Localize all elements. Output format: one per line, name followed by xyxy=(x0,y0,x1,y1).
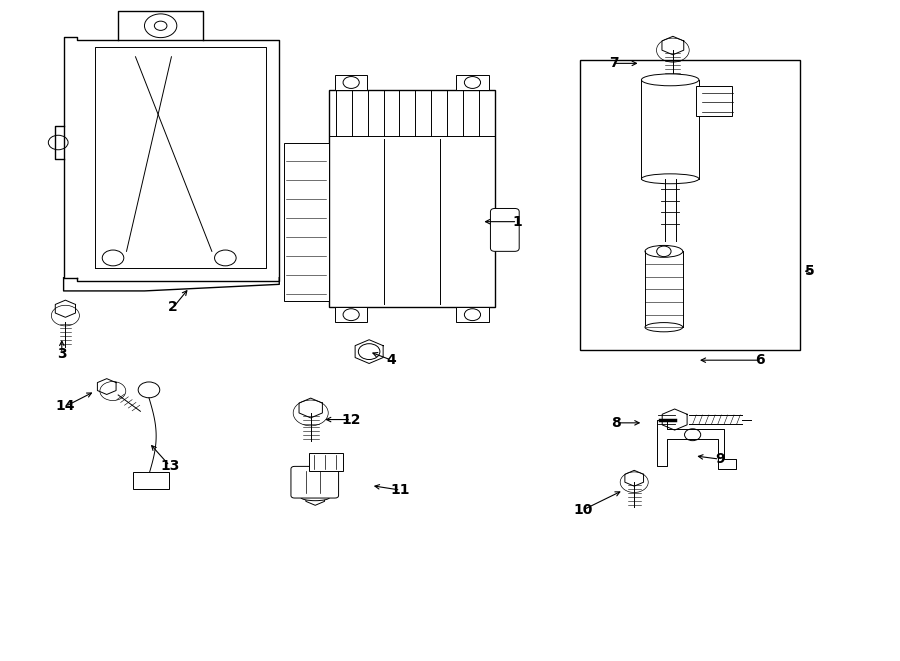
Bar xyxy=(335,307,367,322)
Text: 3: 3 xyxy=(57,346,67,361)
Text: 12: 12 xyxy=(341,412,361,426)
Bar xyxy=(309,453,343,471)
Text: 5: 5 xyxy=(805,264,814,278)
Text: 9: 9 xyxy=(715,452,724,466)
Text: 8: 8 xyxy=(611,416,621,430)
Bar xyxy=(697,87,733,116)
Bar xyxy=(456,75,489,90)
Text: 4: 4 xyxy=(387,353,397,367)
Ellipse shape xyxy=(642,74,699,86)
Bar xyxy=(284,143,328,301)
Bar xyxy=(133,473,168,488)
Bar xyxy=(335,75,367,90)
Bar xyxy=(328,90,495,307)
Text: 13: 13 xyxy=(160,459,179,473)
Text: 14: 14 xyxy=(56,399,75,413)
Bar xyxy=(456,307,489,322)
Ellipse shape xyxy=(642,174,699,184)
FancyBboxPatch shape xyxy=(291,467,338,498)
Bar xyxy=(580,60,800,350)
Text: 11: 11 xyxy=(391,483,410,497)
Text: 1: 1 xyxy=(512,215,522,229)
Text: 6: 6 xyxy=(755,353,765,367)
Ellipse shape xyxy=(645,323,683,332)
Text: 10: 10 xyxy=(573,503,593,517)
FancyBboxPatch shape xyxy=(491,208,519,251)
Text: 2: 2 xyxy=(168,300,178,315)
Ellipse shape xyxy=(645,245,683,257)
Text: 7: 7 xyxy=(608,56,618,70)
Ellipse shape xyxy=(301,494,329,500)
